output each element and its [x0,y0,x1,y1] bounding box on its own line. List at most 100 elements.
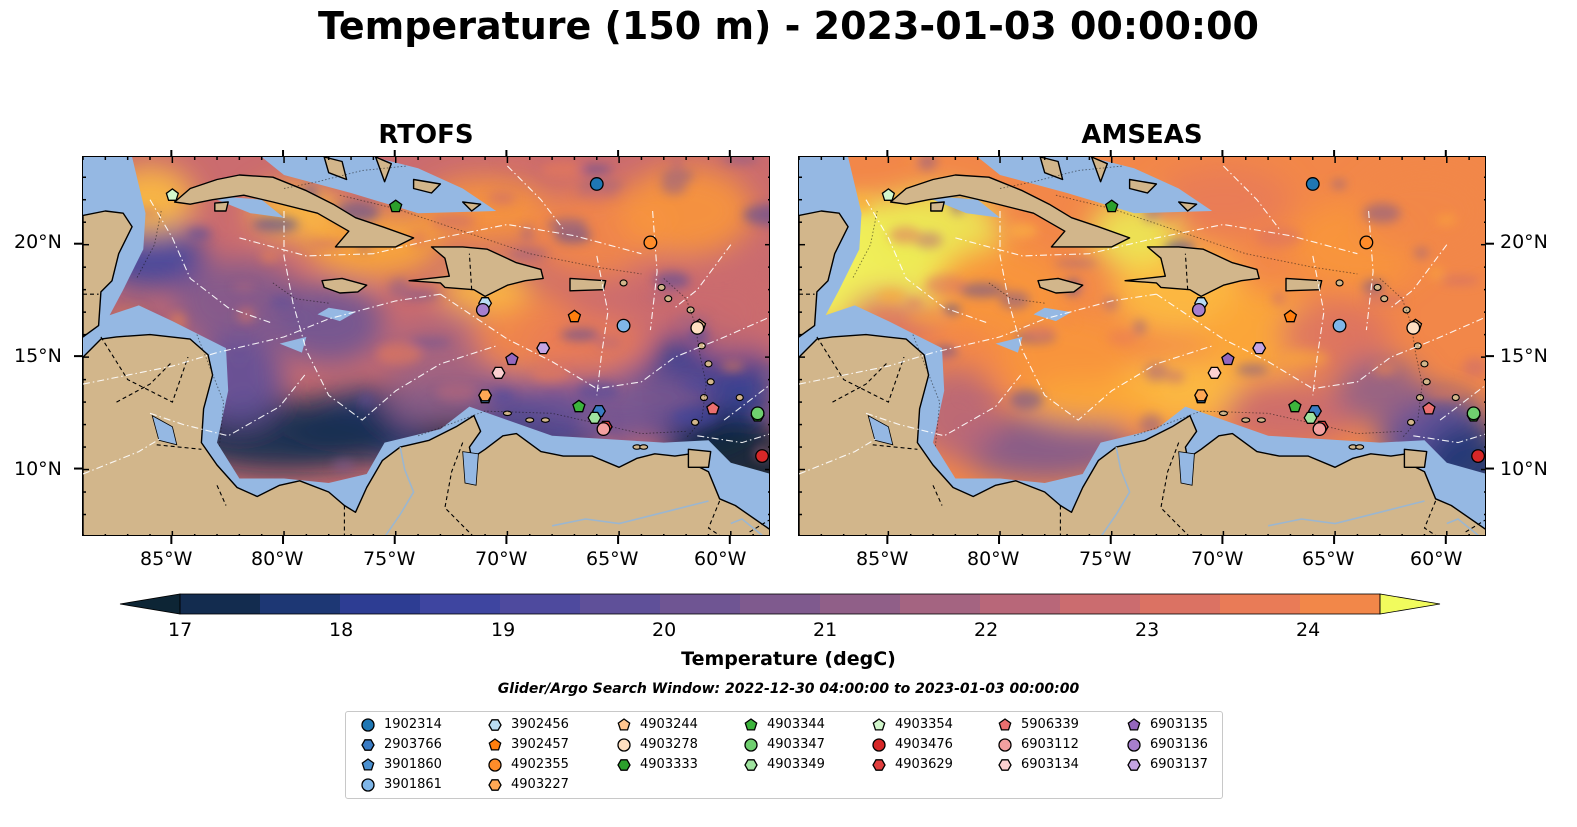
legend-label: 4903244 [640,717,698,732]
float-marker-extra-0[interactable] [1104,199,1119,213]
pentagon-marker-icon [361,758,375,771]
lon-label-60w-left: 60°W [694,548,747,570]
float-marker-3902457[interactable] [1283,309,1298,323]
float-marker-extra-0[interactable] [388,199,403,213]
float-marker-4903476[interactable] [1471,449,1485,464]
lakes [867,414,1195,486]
hexagon-marker-icon [1127,759,1141,771]
float-marker-4903344[interactable] [572,399,586,413]
legend-marker-4903354[interactable] [872,718,886,731]
float-marker-6903137[interactable] [1252,342,1267,355]
pentagon-marker-icon [617,718,631,731]
panel-title-left: RTOFS [378,120,474,150]
land-cuba [889,174,1131,248]
float-marker-4903344[interactable] [1288,399,1302,413]
float-marker-6903135[interactable] [505,352,519,366]
legend-marker-3901860[interactable] [361,758,375,771]
hexagon-marker-icon [872,759,886,771]
map-panel-amseas[interactable] [798,156,1486,536]
float-marker-4903347[interactable] [1466,406,1481,421]
land-bahamas4 [462,201,482,212]
legend-marker-3902456[interactable] [488,719,502,731]
legend-label: 6903134 [1021,757,1079,772]
legend-marker-4902355[interactable] [488,758,502,772]
legend-marker-3902457[interactable] [488,738,502,751]
hexagon-marker-icon [998,759,1012,771]
legend-marker-4903333[interactable] [617,759,631,771]
lakes [151,414,479,486]
legend-marker-2903766[interactable] [361,739,375,751]
lat-label-20n-right: 20°N [1500,231,1548,253]
float-marker-4903476[interactable] [755,449,769,464]
hexagon-marker-icon [617,759,631,771]
legend-marker-4903344[interactable] [744,718,758,731]
lon-label-85w-left: 85°W [140,548,193,570]
legend-marker-4903476[interactable] [872,738,886,752]
float-marker-4903278[interactable] [690,320,705,335]
float-marker-1902314[interactable] [1305,177,1320,191]
float-marker-1902314[interactable] [589,177,604,191]
circle-marker-icon [1127,738,1141,752]
float-marker-3901861[interactable] [1332,318,1347,333]
float-marker-4902355[interactable] [643,235,658,250]
legend-marker-4903227[interactable] [488,779,502,791]
map-panel-rtofs[interactable] [82,156,770,536]
legend-marker-6903135[interactable] [1127,718,1141,731]
legend-marker-1902314[interactable] [361,718,375,732]
float-marker-6903136[interactable] [1191,302,1206,317]
float-marker-6903134[interactable] [491,366,506,379]
hexagon-marker-icon [744,759,758,771]
legend-label: 4903333 [640,757,698,772]
legend-marker-4903347[interactable] [744,738,758,752]
lon-label-65w-right: 65°W [1302,548,1355,570]
float-marker-6903112[interactable] [1312,422,1327,437]
legend-marker-6903134[interactable] [998,759,1012,771]
legend-marker-4903278[interactable] [617,738,631,752]
lat-label-20n-left: 20°N [14,231,62,253]
legend-label: 3902456 [511,717,569,732]
legend-label: 4903278 [640,737,698,752]
legend-label: 1902314 [384,717,442,732]
float-marker-4903227[interactable] [478,389,493,402]
circle-marker-icon [872,738,886,752]
float-marker-3901861[interactable] [616,318,631,333]
float-marker-4903227[interactable] [1194,389,1209,402]
float-marker-6903135[interactable] [1221,352,1235,366]
land-masses [799,157,1485,535]
float-marker-4903278[interactable] [1406,320,1421,335]
legend-marker-3901861[interactable] [361,778,375,792]
bathymetry-contours [852,165,1423,448]
colorbar-tick-20: 20 [652,619,677,641]
float-marker-6903112[interactable] [596,422,611,437]
legend-marker-4903349[interactable] [744,759,758,771]
legend-label: 6903135 [1150,717,1208,732]
legend-marker-4903244[interactable] [617,718,631,731]
land-bahamas1 [323,157,348,181]
legend-label: 4903227 [511,777,569,792]
pentagon-marker-icon [998,718,1012,731]
legend-marker-5906339[interactable] [998,718,1012,731]
eez-boundaries [799,165,1485,475]
legend-marker-4903629[interactable] [872,759,886,771]
land-puertorico [569,277,607,292]
legend-marker-6903137[interactable] [1127,759,1141,771]
float-marker-4903354[interactable] [881,188,896,201]
float-marker-5906339[interactable] [706,401,720,415]
float-marker-3902457[interactable] [567,309,582,323]
legend-marker-6903112[interactable] [998,738,1012,752]
float-marker-4903349[interactable] [1303,411,1318,424]
float-marker-4903349[interactable] [587,411,602,424]
float-marker-4903354[interactable] [165,188,180,201]
legend-label: 4903349 [767,757,825,772]
float-marker-6903134[interactable] [1207,366,1222,379]
circle-marker-icon [617,738,631,752]
float-marker-6903137[interactable] [536,342,551,355]
legend-marker-6903136[interactable] [1127,738,1141,752]
float-marker-6903136[interactable] [475,302,490,317]
lon-label-75w-right: 75°W [1079,548,1132,570]
float-marker-4903347[interactable] [750,406,765,421]
float-marker-4902355[interactable] [1359,235,1374,250]
float-marker-5906339[interactable] [1422,401,1436,415]
colorbar-tick-21: 21 [813,619,838,641]
legend: 1902314 2903766 3901860 3901861 3902456 39024… [345,711,1223,799]
